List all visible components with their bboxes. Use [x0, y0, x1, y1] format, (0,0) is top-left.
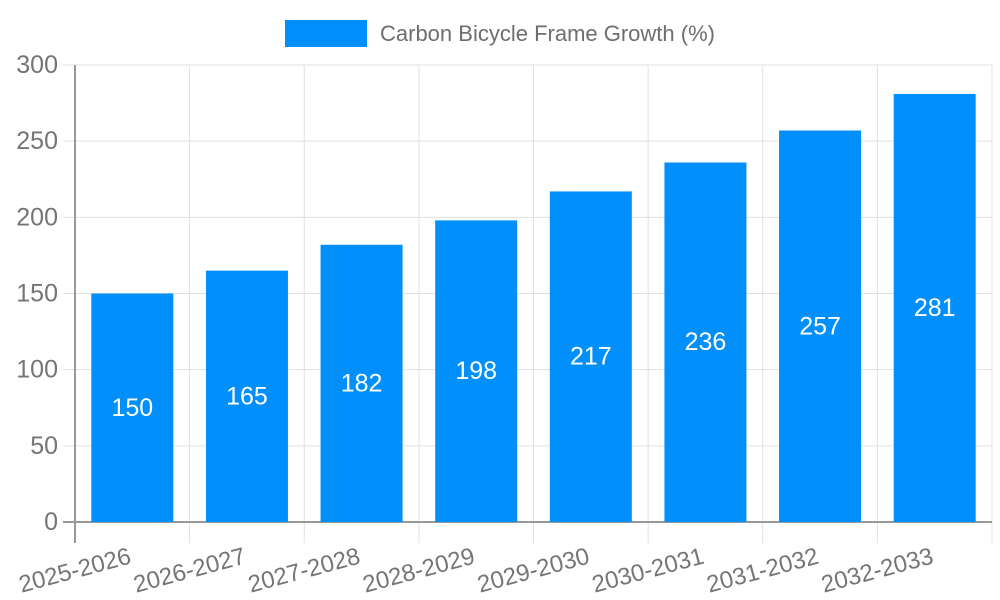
bar-value-label: 150 — [111, 394, 153, 422]
y-tick-label: 100 — [16, 356, 58, 384]
bar — [91, 293, 174, 522]
legend-label: Carbon Bicycle Frame Growth (%) — [380, 20, 715, 46]
bar — [779, 130, 862, 522]
bar — [320, 244, 403, 522]
x-tick-label: 2030-2031 — [589, 543, 707, 599]
bar-value-label: 281 — [914, 294, 956, 322]
bar — [435, 220, 518, 522]
bar — [549, 191, 632, 523]
x-tick-label: 2025-2026 — [16, 543, 134, 599]
bar-value-label: 198 — [455, 357, 497, 385]
bar — [205, 270, 288, 522]
x-tick-label: 2029-2030 — [475, 543, 593, 599]
legend-swatch — [285, 20, 367, 47]
bar-value-label: 217 — [570, 343, 612, 371]
bar-value-label: 236 — [685, 328, 727, 356]
x-tick-label: 2027-2028 — [245, 543, 363, 599]
bar-value-label: 165 — [226, 382, 268, 410]
bar — [664, 162, 747, 522]
x-tick-label: 2032-2033 — [818, 543, 936, 599]
bar-value-label: 257 — [799, 312, 841, 340]
x-tick-label: 2028-2029 — [360, 543, 478, 599]
x-tick-label: 2031-2032 — [704, 543, 822, 599]
y-tick-label: 0 — [44, 508, 58, 536]
y-tick-label: 300 — [16, 51, 58, 79]
y-tick-label: 200 — [16, 203, 58, 231]
y-tick-label: 150 — [16, 280, 58, 308]
bar-value-label: 182 — [341, 369, 383, 397]
x-tick-label: 2026-2027 — [131, 543, 249, 599]
bar — [893, 93, 976, 523]
legend: Carbon Bicycle Frame Growth (%) — [0, 19, 1000, 48]
y-tick-label: 250 — [16, 127, 58, 155]
y-tick-label: 50 — [30, 432, 58, 460]
